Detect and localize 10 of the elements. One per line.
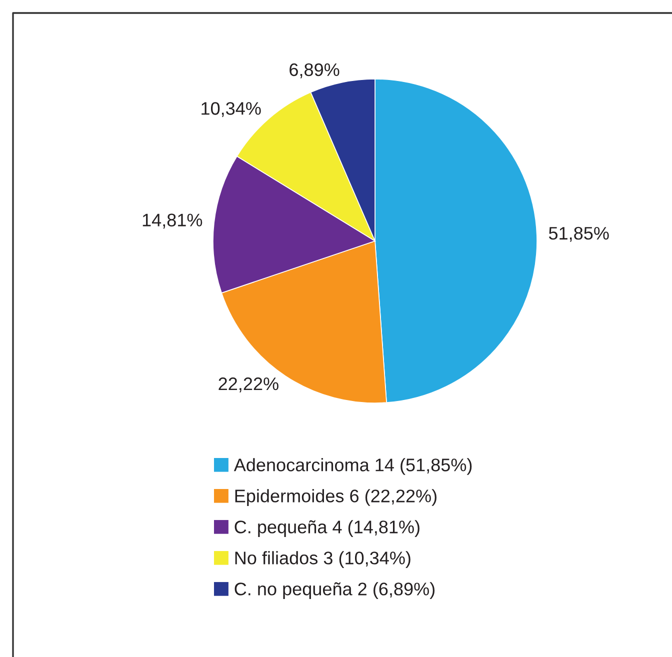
data-label: 14,81%	[142, 214, 202, 229]
legend-label: Epidermoides 6 (22,22%)	[235, 489, 436, 506]
legend-label: Adenocarcinoma 14 (51,85%)	[234, 458, 472, 475]
data-label: 10,34%	[202, 102, 261, 117]
data-label: 6,89%	[290, 63, 340, 78]
data-label: 22,22%	[218, 377, 278, 392]
legend-label: C. pequeña 4 (14,81%)	[234, 520, 420, 537]
data-label: 51,85%	[548, 226, 609, 242]
legend-label: C. no pequeña 2 (6,89%)	[234, 582, 434, 599]
legend-label: No filiados 3 (10,34%)	[235, 551, 410, 568]
